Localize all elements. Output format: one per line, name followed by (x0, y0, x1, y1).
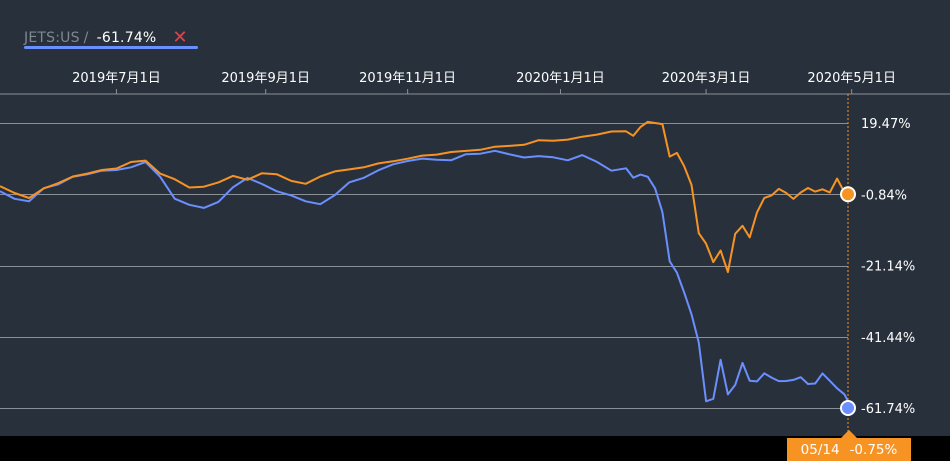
y-tick-label: 19.47% (861, 117, 911, 132)
series-end-marker (840, 186, 856, 203)
y-tick-label: -21.14% (861, 260, 915, 275)
y-axis: 19.47% -0.84% -21.14% -41.44% -61.74% (861, 117, 915, 417)
y-tick-label: -0.84% (861, 188, 907, 203)
series-lines (0, 120, 853, 409)
y-tick-label: -61.74% (861, 402, 915, 417)
x-tick-label: 2019年7月1日 (72, 71, 161, 86)
legend-separator: / (83, 30, 89, 46)
x-tick-label: 2020年3月1日 (662, 71, 751, 86)
x-tick-label: 2020年5月1日 (807, 71, 896, 86)
legend-series-swatch (24, 46, 198, 49)
series-line (0, 120, 852, 274)
series-end-marker (840, 400, 856, 416)
series-line (0, 149, 853, 409)
x-tick-label: 2019年9月1日 (221, 71, 310, 86)
x-tick-label: 2020年1月1日 (516, 71, 605, 86)
legend-value: -61.74% (96, 30, 157, 46)
crosshair-date: 05/14 (800, 441, 840, 458)
close-icon[interactable]: ✕ (172, 27, 188, 48)
crosshair-value: -0.75% (849, 441, 898, 458)
legend-ticker: JETS:US (24, 30, 80, 46)
y-tick-label: -41.44% (861, 331, 915, 346)
crosshair-badge: 05/14 -0.75% (787, 430, 911, 461)
x-axis: 2019年7月1日 2019年9月1日 2019年11月1日 2020年1月1日 202… (72, 71, 896, 94)
series-end-markers (840, 186, 856, 416)
x-tick-label: 2019年11月1日 (359, 71, 456, 86)
grid-lines (0, 93, 950, 409)
legend: JETS:US / -61.74% ✕ (24, 26, 188, 50)
